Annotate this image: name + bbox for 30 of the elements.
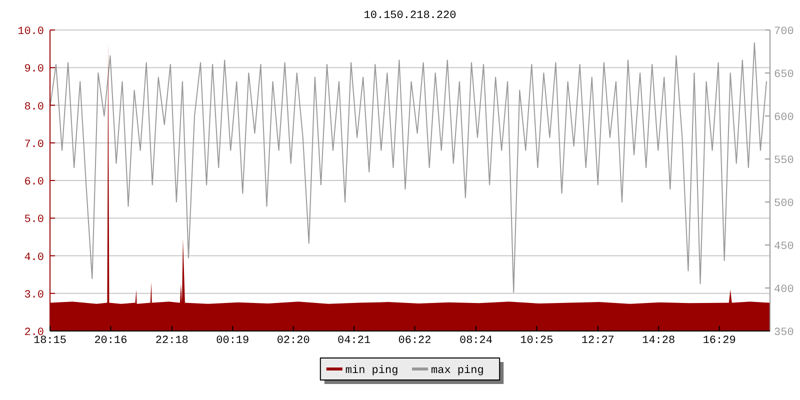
x-tick-label: 12:27 xyxy=(581,335,614,347)
y2-tick-label: 350 xyxy=(774,327,794,339)
y2-tick-label: 400 xyxy=(774,284,794,296)
y2-tick-label: 550 xyxy=(774,155,794,167)
y2-tick-label: 600 xyxy=(774,112,794,124)
y-tick-label: 5.0 xyxy=(24,214,44,226)
y2-tick-label: 650 xyxy=(774,69,794,81)
y-tick-label: 8.0 xyxy=(24,101,44,114)
x-tick-label: 08:24 xyxy=(459,335,493,347)
x-tick-label: 20:16 xyxy=(94,335,128,347)
x-tick-label: 04:21 xyxy=(338,335,371,347)
chart-title: 10.150.218.220 xyxy=(364,10,456,22)
y-tick-label: 10.0 xyxy=(18,26,44,38)
y2-tick-label: 450 xyxy=(774,241,794,253)
x-tick-label: 16:29 xyxy=(702,335,736,347)
y-tick-label: 6.0 xyxy=(24,176,44,188)
x-tick-label: 22:18 xyxy=(155,335,188,347)
x-tick-label: 02:20 xyxy=(276,335,310,347)
legend-label: min ping xyxy=(345,365,398,377)
y-tick-label: 3.0 xyxy=(24,289,44,302)
x-tick-label: 14:28 xyxy=(642,335,676,347)
x-tick-label: 10:25 xyxy=(520,335,554,347)
y-tick-label: 4.0 xyxy=(24,252,44,264)
x-tick-label: 06:22 xyxy=(398,335,432,347)
x-tick-label: 00:19 xyxy=(216,335,250,347)
y2-tick-label: 700 xyxy=(774,26,794,38)
legend-label: max ping xyxy=(431,365,484,377)
y-tick-label: 9.0 xyxy=(24,64,44,76)
y-tick-label: 7.0 xyxy=(24,138,44,151)
y2-tick-label: 500 xyxy=(774,198,794,210)
